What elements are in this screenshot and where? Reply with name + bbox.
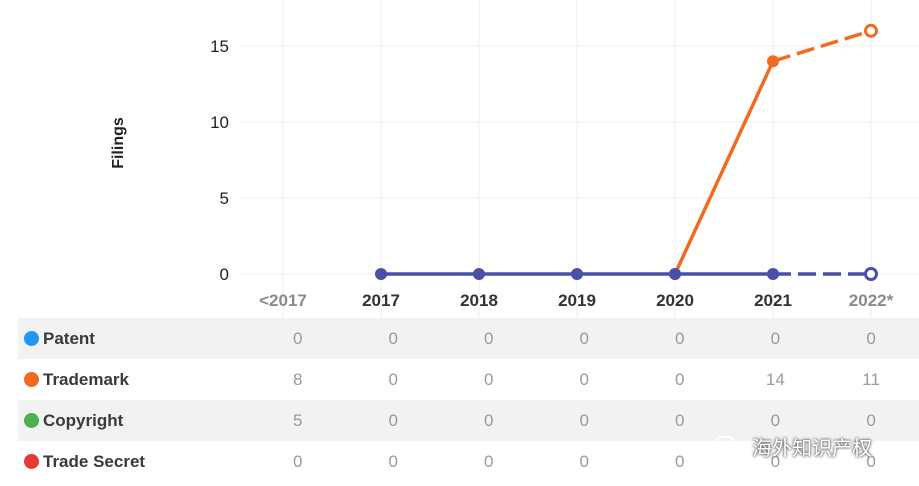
table-cell: 0 [579, 369, 589, 389]
legend-dot-icon [24, 453, 39, 469]
x-tick-label: 2022* [849, 291, 894, 310]
data-point-patent [473, 268, 485, 280]
data-point-patent [864, 267, 878, 281]
legend-dot-icon [24, 412, 39, 428]
x-tick-label: 2020 [656, 291, 694, 310]
table-cell: 0 [388, 451, 398, 471]
table-cell: 8 [292, 369, 303, 389]
y-tick-label: 5 [220, 189, 229, 208]
table-cell: 0 [536, 400, 632, 441]
data-point-patent [669, 268, 681, 280]
x-tick-label: 2018 [460, 291, 498, 310]
filings-chart: 0 5 10 15 <2017 2017 2018 2019 2020 2021 2022* [210, 0, 919, 318]
wechat-icon [713, 435, 744, 458]
table-row: Trademark 8 0 0 0 0 14 11 [18, 359, 919, 400]
y-axis-label: Filings [110, 117, 127, 169]
table-cell: 14 [765, 369, 785, 389]
x-tick-label: <2017 [259, 291, 307, 310]
row-label: Patent [18, 318, 250, 359]
table-cell: 0 [727, 318, 824, 359]
data-point-patent [767, 268, 779, 280]
table-cell: 0 [345, 400, 441, 441]
table-cell: 0 [579, 451, 589, 471]
watermark-text: 海外知识产权 [752, 438, 872, 460]
row-label: Copyright [18, 400, 250, 441]
row-label: Trademark [18, 359, 250, 400]
filings-table: Patent 0 0 0 0 0 0 0 Trademark 8 0 0 0 0 14 11 Copyright… [18, 318, 919, 482]
table-cell: 5 [249, 400, 346, 441]
row-label-text: Patent [43, 328, 95, 348]
y-tick-label: 0 [220, 265, 229, 284]
table-cell: 0 [770, 451, 781, 471]
table-cell: 0 [631, 400, 728, 441]
legend-dot-icon [24, 371, 39, 387]
table-row: Copyright 5 0 0 0 0 0 0 [18, 400, 919, 441]
table-cell: 0 [727, 400, 824, 441]
data-point-trademark [864, 23, 878, 38]
row-label: Trade Secret [18, 441, 250, 482]
table-cell: 0 [631, 318, 728, 359]
data-point-trademark [767, 55, 779, 68]
x-tick-label: 2021 [754, 291, 792, 310]
series-line-trademark [772, 29, 872, 63]
legend-dot-icon [24, 330, 39, 346]
table-cell: 0 [823, 318, 919, 359]
table-cell: 0 [674, 451, 685, 471]
data-point-patent [375, 268, 387, 280]
table-cell: 0 [483, 369, 494, 389]
row-label-text: Trade Secret [43, 451, 146, 471]
table-cell: 0 [249, 318, 346, 359]
table-row: Patent 0 0 0 0 0 0 0 [18, 318, 919, 359]
series-line-trademark [673, 60, 775, 275]
table-cell: 0 [674, 369, 685, 389]
y-tick-label: 10 [210, 113, 229, 132]
row-label-text: Copyright [43, 410, 124, 430]
data-point-patent [571, 268, 583, 280]
table-cell: 0 [536, 318, 632, 359]
table-row: Trade Secret 0 0 0 0 0 0 0 [18, 441, 919, 482]
y-tick-label: 15 [210, 37, 229, 56]
table-cell: 0 [483, 451, 494, 471]
x-tick-label: 2019 [558, 291, 596, 310]
table-cell: 0 [292, 451, 303, 471]
table-cell: 11 [862, 369, 880, 389]
table-cell: 0 [440, 400, 537, 441]
table-cell: 0 [866, 451, 876, 471]
table-cell: 0 [440, 318, 537, 359]
table-cell: 0 [345, 318, 441, 359]
x-tick-label: 2017 [362, 291, 400, 310]
watermark: 海外知识产权 [712, 432, 872, 461]
table-cell: 0 [388, 369, 398, 389]
table-cell: 0 [823, 400, 919, 441]
row-label-text: Trademark [43, 369, 129, 389]
